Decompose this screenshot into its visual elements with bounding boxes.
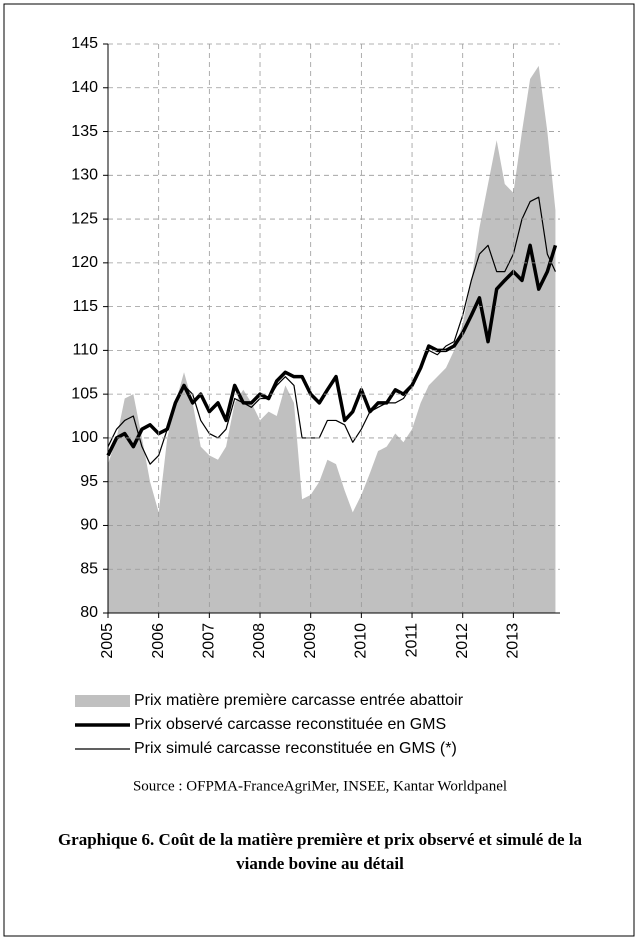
x-tick-label: 2006	[150, 623, 167, 659]
y-tick-label: 140	[71, 79, 98, 96]
y-tick-label: 90	[80, 517, 98, 534]
source: Source : OFPMA-FranceAgriMer, INSEE, Kan…	[133, 778, 507, 794]
chart-title: Graphique 6. Coût de la matière première…	[57, 830, 583, 873]
caption-box: Graphique 6. Coût de la matière première…	[57, 830, 583, 873]
x-tick-label: 2005	[99, 623, 116, 659]
x-tick-label: 2011	[403, 623, 420, 658]
y-tick-label: 95	[80, 473, 98, 490]
x-tick-label: 2012	[454, 623, 471, 659]
x-tick-label: 2013	[505, 623, 522, 659]
line	[107, 196, 556, 465]
y-tick-label: 85	[80, 560, 98, 577]
legend-swatch	[75, 695, 130, 707]
y-tick-label: 100	[71, 429, 98, 446]
y-tick-label: 110	[72, 342, 98, 359]
x-tick-label: 2007	[201, 623, 218, 659]
y-tick-label: 135	[71, 123, 98, 140]
x-tick-label: 2009	[302, 623, 319, 659]
legend-label: Prix observé carcasse reconstituée en GM…	[134, 716, 446, 733]
area	[108, 65, 556, 613]
legend-label: Prix simulé carcasse reconstituée en GMS…	[134, 740, 457, 757]
legend-label: Prix matière première carcasse entrée ab…	[134, 692, 464, 709]
y-tick-label: 115	[72, 298, 98, 315]
y-tick-label: 120	[71, 254, 98, 271]
y-tick-label: 105	[71, 385, 98, 402]
x-tick-label: 2010	[353, 623, 370, 659]
y-tick-label: 125	[71, 210, 98, 227]
x-tick-label: 2008	[251, 623, 268, 659]
y-tick-label: 130	[71, 167, 98, 184]
y-tick-label: 145	[71, 35, 98, 52]
y-tick-label: 80	[80, 604, 98, 621]
